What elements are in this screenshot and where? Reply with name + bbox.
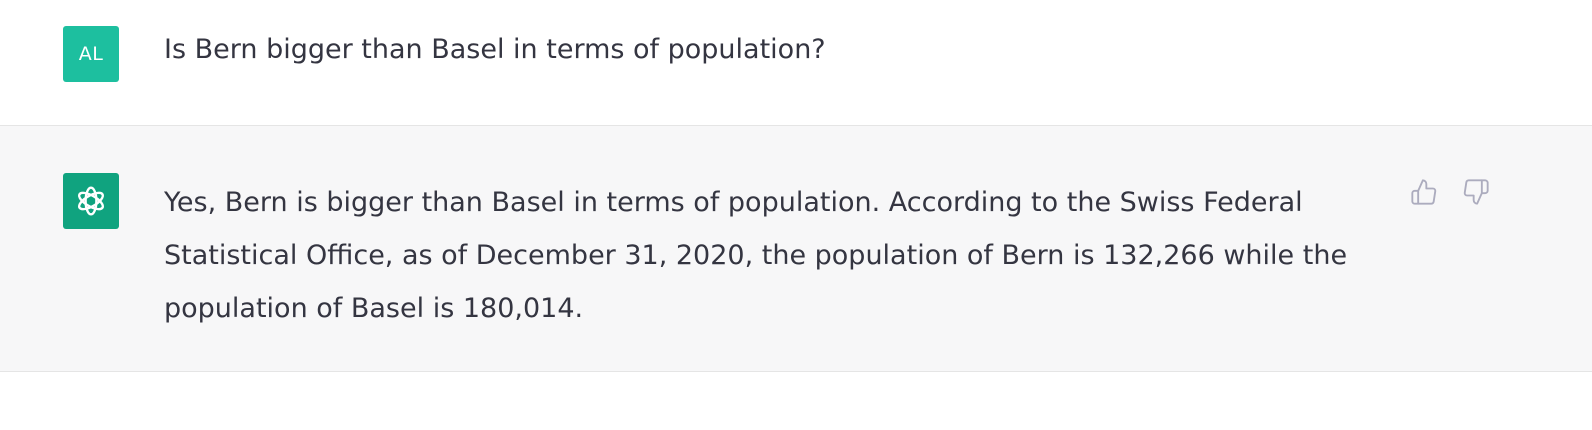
thumbs-down-icon: [1463, 179, 1489, 205]
feedback-controls: [1408, 176, 1492, 208]
user-message: AL Is Bern bigger than Basel in terms of…: [0, 0, 1592, 126]
thumbs-up-button[interactable]: [1408, 176, 1440, 208]
assistant-avatar: [63, 173, 119, 229]
assistant-message-text: Yes, Bern is bigger than Basel in terms …: [164, 187, 1348, 324]
user-avatar: AL: [63, 26, 119, 82]
thumbs-up-icon: [1411, 179, 1437, 205]
assistant-message: Yes, Bern is bigger than Basel in terms …: [0, 126, 1592, 372]
user-avatar-initials: AL: [78, 43, 104, 65]
thumbs-down-button[interactable]: [1460, 176, 1492, 208]
user-message-text: Is Bern bigger than Basel in terms of po…: [164, 34, 826, 65]
openai-logo-icon: [77, 186, 105, 216]
